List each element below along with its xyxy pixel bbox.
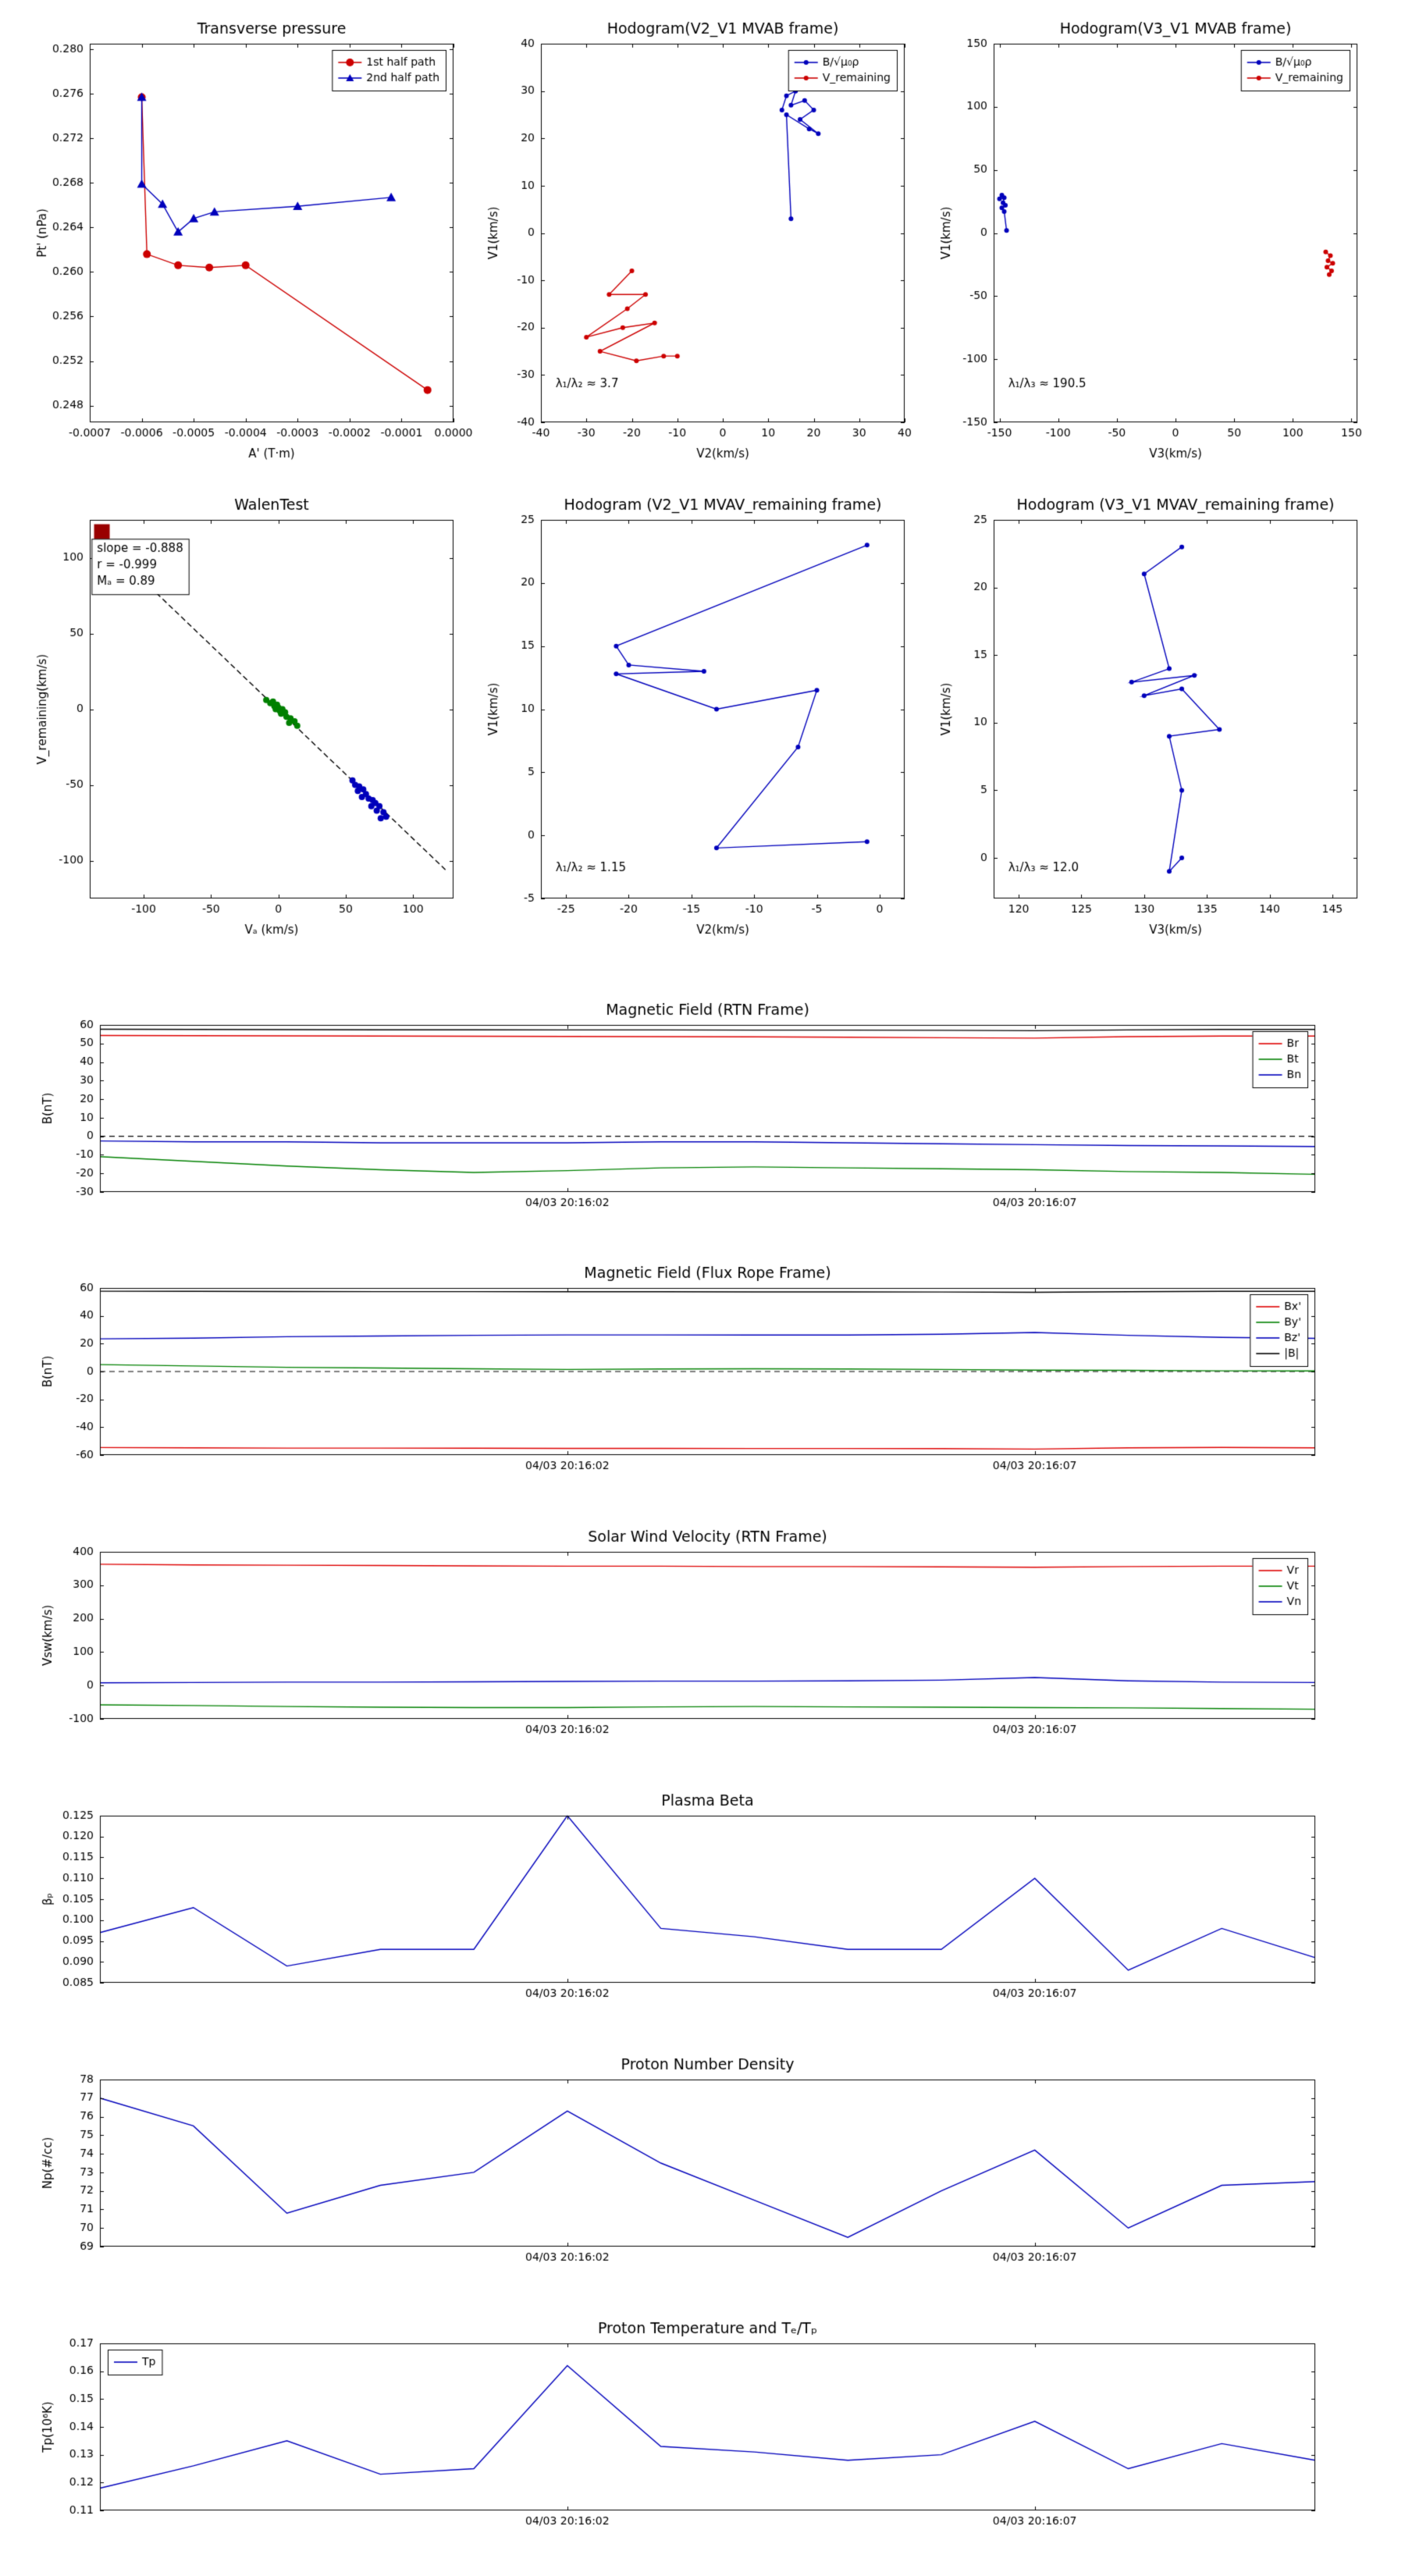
magnetic-field-rtn-chart xyxy=(23,995,1382,1229)
hodogram-v3v1-mvav-chart xyxy=(927,490,1380,947)
proton-density-chart xyxy=(23,2050,1382,2284)
hodogram-v3v1-mvab-chart xyxy=(927,14,1380,471)
hodogram-v2v1-mvab-chart xyxy=(475,14,927,471)
transverse-pressure-chart xyxy=(23,14,476,471)
solar-wind-velocity-chart xyxy=(23,1522,1382,1756)
plasma-beta-chart xyxy=(23,1786,1382,2020)
hodogram-v2v1-mvav-chart xyxy=(475,490,927,947)
proton-temperature-chart xyxy=(23,2314,1382,2548)
magnetic-field-flux-rope-chart xyxy=(23,1258,1382,1493)
walen-test-chart xyxy=(23,490,476,947)
